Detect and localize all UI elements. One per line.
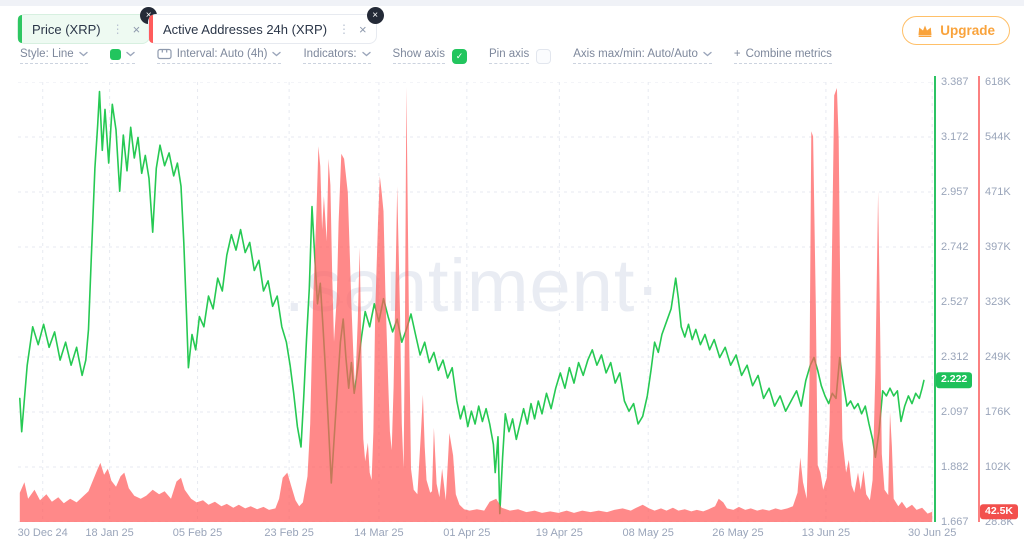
addresses-axis-tick: 249K <box>985 351 1011 363</box>
chevron-down-icon <box>272 51 282 57</box>
style-dropdown[interactable]: Style: Line <box>20 48 88 64</box>
x-axis-label: 26 May 25 <box>712 527 764 539</box>
color-swatch-dropdown[interactable] <box>109 48 135 64</box>
show-axis-label: Show axis <box>392 48 445 64</box>
price-current-value-badge: 2.222 <box>936 372 973 388</box>
axis-maxmin-label: Axis max/min: Auto/Auto <box>573 48 698 60</box>
close-icon[interactable]: × <box>366 7 384 24</box>
combine-metrics-label: Combine metrics <box>745 48 832 60</box>
chart-canvas[interactable] <box>18 82 934 522</box>
metric-menu-icon[interactable]: ⋮ <box>111 22 124 36</box>
indicators-label: Indicators: <box>303 48 357 60</box>
price-axis-tick: 2.312 <box>941 351 969 363</box>
price-axis-tick: 2.742 <box>941 241 969 253</box>
x-axis-label: 23 Feb 25 <box>264 527 314 539</box>
metric-tab-addresses-label: Active Addresses 24h (XRP) <box>163 21 328 37</box>
indicators-dropdown[interactable]: Indicators: <box>303 48 371 64</box>
window-top-edge <box>0 0 1024 6</box>
x-axis-label: 08 May 25 <box>622 527 674 539</box>
metric-remove-icon[interactable]: × <box>359 21 367 37</box>
upgrade-button[interactable]: Upgrade <box>902 16 1010 45</box>
chart-toolbar: Style: Line Interval: Auto (4h) Indicato… <box>20 48 832 64</box>
axis-maxmin-dropdown[interactable]: Axis max/min: Auto/Auto <box>573 48 712 64</box>
metric-remove-icon[interactable]: × <box>132 21 141 37</box>
crown-icon <box>918 25 932 37</box>
price-accent-bar <box>18 15 22 43</box>
metric-tab-active-addresses[interactable]: Active Addresses 24h (XRP) ⋮ × × <box>148 7 384 44</box>
addresses-current-value-badge: 42.5K <box>980 503 1019 520</box>
x-axis-label: 13 Jun 25 <box>801 527 851 539</box>
addresses-axis-tick: 544K <box>985 131 1011 143</box>
chevron-down-icon <box>126 51 135 57</box>
x-axis-label: 05 Feb 25 <box>172 527 223 539</box>
price-axis-tick: 3.172 <box>941 131 969 143</box>
metric-menu-icon[interactable]: ⋮ <box>338 22 351 36</box>
x-axis-label: 30 Jun 25 <box>907 527 957 539</box>
addresses-axis-tick: 471K <box>985 186 1011 198</box>
price-axis-tick: 1.667 <box>941 516 969 528</box>
chevron-down-icon <box>703 51 712 57</box>
price-axis-tick: 1.882 <box>941 461 969 473</box>
plus-icon: + <box>733 48 741 60</box>
addresses-axis-tick: 323K <box>985 296 1011 308</box>
pin-axis-checkbox[interactable] <box>536 48 552 64</box>
chevron-down-icon <box>79 51 88 57</box>
chevron-down-icon <box>361 51 371 57</box>
price-axis-tick: 2.957 <box>941 186 969 198</box>
addresses-axis-tick: 102K <box>985 461 1011 473</box>
style-label: Style: Line <box>20 48 74 60</box>
interval-label: Interval: Auto (4h) <box>176 48 268 60</box>
pin-axis-control: Pin axis <box>488 48 552 64</box>
x-axis-label: 14 Mar 25 <box>354 527 404 539</box>
interval-dropdown[interactable]: Interval: Auto (4h) <box>156 48 282 64</box>
addresses-axis-tick: 397K <box>985 241 1011 253</box>
combine-metrics-button[interactable]: + Combine metrics <box>733 48 832 64</box>
show-axis-checkbox[interactable]: ✓ <box>451 48 467 64</box>
series-color-swatch <box>109 48 121 60</box>
price-axis-tick: 2.097 <box>941 406 969 418</box>
addresses-axis-tick: 176K <box>985 406 1011 418</box>
x-axis-label: 19 Apr 25 <box>535 527 583 539</box>
metric-tab-price[interactable]: Price (XRP) ⋮ × × <box>17 7 158 44</box>
pin-axis-label: Pin axis <box>488 48 530 64</box>
addresses-axis-line[interactable] <box>978 76 980 522</box>
x-axis-label: 30 Dec 24 <box>17 527 68 539</box>
show-axis-control: Show axis ✓ <box>392 48 467 64</box>
price-axis-line[interactable] <box>934 76 936 522</box>
addresses-accent-bar <box>149 15 153 43</box>
x-axis-label: 01 Apr 25 <box>443 527 491 539</box>
addresses-axis-tick: 618K <box>985 76 1011 88</box>
upgrade-label: Upgrade <box>940 23 995 38</box>
price-axis-tick: 2.527 <box>941 296 969 308</box>
price-axis-tick: 3.387 <box>941 76 969 88</box>
metric-tab-price-label: Price (XRP) <box>32 21 101 37</box>
interval-ruler-icon <box>157 48 172 60</box>
x-axis-label: 18 Jan 25 <box>85 527 134 539</box>
